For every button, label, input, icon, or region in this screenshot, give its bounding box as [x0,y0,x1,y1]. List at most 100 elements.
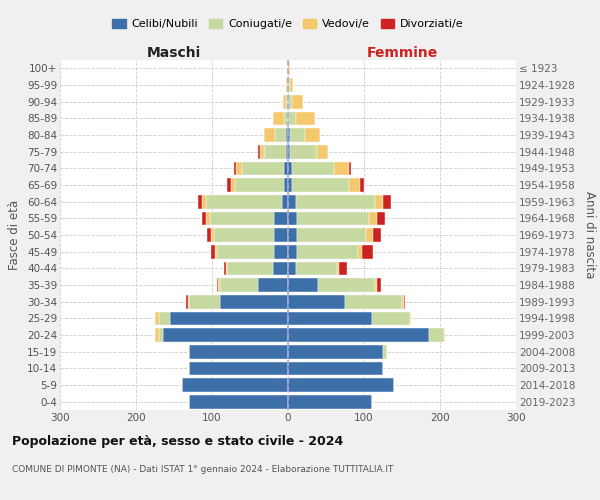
Bar [292,162,334,175]
Bar [286,128,288,142]
Text: COMUNE DI PIMONTE (NA) - Dati ISTAT 1° gennaio 2024 - Elaborazione TUTTITALIA.IT: COMUNE DI PIMONTE (NA) - Dati ISTAT 1° g… [12,465,394,474]
Bar [428,328,444,342]
Bar [224,262,226,275]
Bar [383,345,387,358]
Bar [217,278,218,292]
Bar [288,262,296,275]
Bar [337,262,339,275]
Bar [349,162,351,175]
Bar [288,212,297,225]
Text: Femmine: Femmine [367,46,437,60]
Bar [286,78,288,92]
Bar [286,95,288,108]
Bar [182,378,288,392]
Bar [317,145,328,158]
Bar [297,212,370,225]
Bar [208,228,211,242]
Bar [220,278,257,292]
Bar [339,262,347,275]
Bar [290,145,317,158]
Bar [214,228,274,242]
Bar [288,345,383,358]
Bar [284,178,288,192]
Bar [188,295,189,308]
Bar [189,362,288,375]
Bar [288,245,297,258]
Bar [376,278,377,292]
Bar [288,128,290,142]
Bar [218,278,220,292]
Bar [296,262,337,275]
Bar [383,195,391,208]
Y-axis label: Anni di nascita: Anni di nascita [583,192,596,278]
Bar [402,295,404,308]
Bar [275,128,286,142]
Bar [288,228,297,242]
Bar [288,312,371,325]
Bar [365,228,373,242]
Bar [217,245,274,258]
Bar [211,228,214,242]
Bar [288,328,428,342]
Bar [345,295,402,308]
Bar [159,328,163,342]
Bar [292,95,303,108]
Bar [235,178,284,192]
Bar [263,128,275,142]
Bar [288,395,371,408]
Bar [296,112,314,125]
Bar [155,312,159,325]
Bar [319,278,376,292]
Bar [274,228,288,242]
Bar [404,295,405,308]
Bar [186,295,188,308]
Bar [257,278,288,292]
Bar [370,212,377,225]
Bar [220,295,288,308]
Bar [410,312,411,325]
Bar [297,245,358,258]
Legend: Celibi/Nubili, Coniugati/e, Vedovi/e, Divorziati/e: Celibi/Nubili, Coniugati/e, Vedovi/e, Di… [108,14,468,34]
Bar [227,178,231,192]
Bar [199,195,202,208]
Bar [286,145,288,158]
Bar [202,212,206,225]
Bar [288,278,319,292]
Bar [288,95,292,108]
Bar [206,212,210,225]
Bar [288,145,290,158]
Bar [189,395,288,408]
Bar [159,312,170,325]
Bar [211,245,215,258]
Bar [292,178,349,192]
Bar [288,62,290,75]
Bar [362,245,373,258]
Bar [242,162,284,175]
Bar [273,112,284,125]
Bar [227,262,273,275]
Bar [371,312,410,325]
Bar [189,345,288,358]
Bar [231,178,235,192]
Bar [215,245,217,258]
Bar [358,245,362,258]
Bar [290,78,293,92]
Bar [274,212,288,225]
Bar [283,95,286,108]
Bar [288,378,394,392]
Bar [288,195,296,208]
Bar [189,295,220,308]
Text: Popolazione per età, sesso e stato civile - 2024: Popolazione per età, sesso e stato civil… [12,435,343,448]
Bar [206,195,282,208]
Bar [274,245,288,258]
Y-axis label: Fasce di età: Fasce di età [8,200,22,270]
Bar [282,195,288,208]
Bar [334,162,349,175]
Bar [257,145,260,158]
Bar [263,145,286,158]
Bar [296,195,376,208]
Bar [377,212,385,225]
Bar [288,362,383,375]
Bar [305,128,320,142]
Bar [170,312,288,325]
